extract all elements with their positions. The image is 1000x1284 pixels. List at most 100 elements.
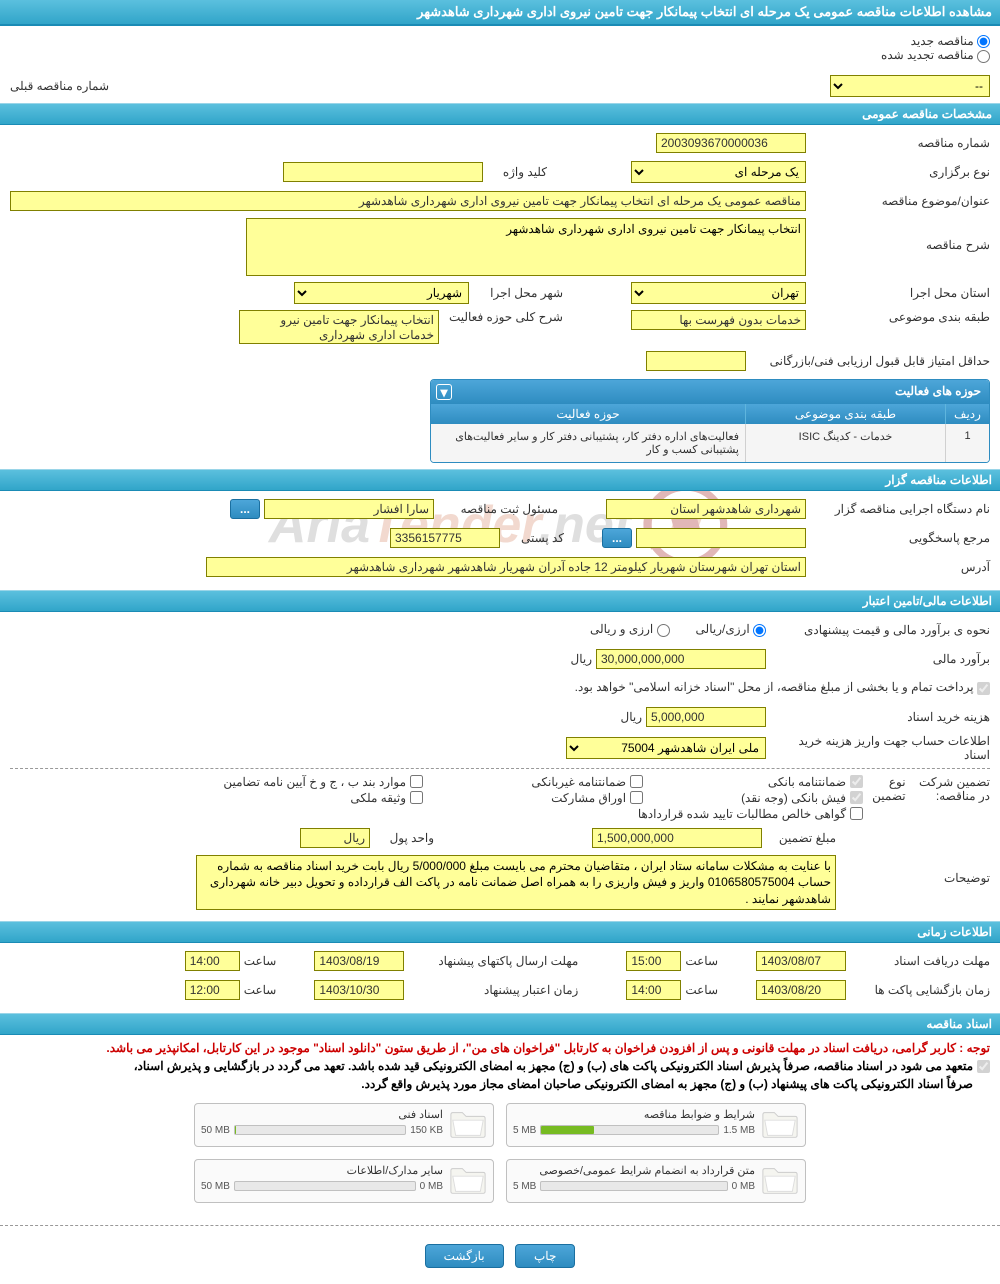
province-label: استان محل اجرا	[810, 286, 990, 300]
receive-time-label: ساعت	[685, 954, 718, 968]
exec-value: شهرداری شاهدشهر استان	[606, 499, 806, 519]
receive-label: مهلت دریافت اسناد	[850, 954, 990, 968]
notes-textarea	[196, 855, 836, 910]
doc-card[interactable]: متن قرارداد به انضمام شرایط عمومی/خصوصی …	[506, 1159, 806, 1203]
submit-date: 1403/08/19	[314, 951, 404, 971]
guarantee-label: تضمین شرکت در مناقصه:	[910, 775, 990, 803]
docs-notice-red: توجه : کاربر گرامی، دریافت اسناد در مهلت…	[10, 1041, 990, 1055]
back-button[interactable]: بازگشت	[425, 1244, 504, 1268]
account-label: اطلاعات حساب جهت واریز هزینه خرید اسناد	[770, 734, 990, 762]
validity-time: 12:00	[185, 980, 240, 1000]
check-bpjv[interactable]: موارد بند ب ، ج و خ آیین نامه تضامین	[193, 775, 423, 789]
check-bank-guarantee-label: ضمانتنامه بانکی	[768, 775, 846, 789]
doc-cap: 5 MB	[513, 1181, 536, 1192]
col-category: طبقه بندی موضوعی	[745, 404, 945, 424]
open-time-label: ساعت	[685, 983, 718, 997]
doc-fee-value: 5,000,000	[646, 707, 766, 727]
postal-label: کد پستی	[504, 531, 564, 545]
folder-icon	[761, 1108, 799, 1140]
activity-table-toggle[interactable]: ▾	[431, 380, 457, 404]
doc-card[interactable]: اسناد فنی 50 MB 150 KB	[194, 1103, 494, 1147]
reg-resp-lookup-button[interactable]: ...	[230, 499, 260, 519]
prev-tender-select[interactable]: --	[830, 75, 990, 97]
section-timing: اطلاعات زمانی	[0, 921, 1000, 943]
print-button[interactable]: چاپ	[515, 1244, 575, 1268]
guar-amount-value: 1,500,000,000	[592, 828, 762, 848]
cell-n: 1	[945, 424, 989, 462]
check-partnership[interactable]: اوراق مشارکت	[453, 791, 643, 805]
doc-cap: 50 MB	[201, 1125, 230, 1136]
validity-label: زمان اعتبار پیشنهاد	[408, 983, 578, 997]
radio-new-label: مناقصه جدید	[911, 34, 974, 48]
city-select[interactable]: شهریار	[294, 282, 469, 304]
radio-fx-label: ارزی/ریالی	[696, 622, 750, 636]
doc-fee-label: هزینه خرید اسناد	[770, 710, 990, 724]
tender-number-label: شماره مناقصه	[810, 136, 990, 150]
doc-title: سایر مدارک/اطلاعات	[201, 1164, 443, 1177]
docs-notice2: صرفاً اسناد الکترونیکی پاکت های پیشنهاد …	[361, 1077, 973, 1091]
section-publisher: اطلاعات مناقصه گزار	[0, 469, 1000, 491]
check-bank-receipt-label: فیش بانکی (وجه نقد)	[741, 791, 846, 805]
est-amount-value: 30,000,000,000	[596, 649, 766, 669]
check-bpjv-label: موارد بند ب ، ج و خ آیین نامه تضامین	[223, 775, 406, 789]
section-general: مشخصات مناقصه عمومی	[0, 103, 1000, 125]
doc-bar	[540, 1181, 727, 1191]
cell-scope: فعالیت‌های اداره دفتر کار، پشتیبانی دفتر…	[431, 424, 745, 462]
respond-lookup-button[interactable]: ...	[602, 528, 632, 548]
section-financial: اطلاعات مالی/تامین اعتبار	[0, 590, 1000, 612]
desc-textarea	[246, 218, 806, 276]
hold-type-select[interactable]: یک مرحله ای	[631, 161, 806, 183]
docs-commitment-check[interactable]: متعهد می شود در اسناد مناقصه، صرفاً پذیر…	[10, 1057, 990, 1093]
doc-card[interactable]: شرایط و ضوابط مناقصه 5 MB 1.5 MB	[506, 1103, 806, 1147]
page-title: مشاهده اطلاعات مناقصه عمومی یک مرحله ای …	[0, 0, 1000, 26]
city-label: شهر محل اجرا	[473, 286, 563, 300]
open-time: 14:00	[626, 980, 681, 1000]
respond-value	[636, 528, 806, 548]
subject-label: عنوان/موضوع مناقصه	[810, 194, 990, 208]
receive-time: 15:00	[626, 951, 681, 971]
radio-renew-label: مناقصه تجدید شده	[881, 48, 974, 62]
guarantee-type-checks: ضمانتنامه بانکی ضمانتنامه غیربانکی موارد…	[10, 775, 863, 821]
keyword-label: کلید واژه	[487, 165, 547, 179]
doc-card[interactable]: سایر مدارک/اطلاعات 50 MB 0 MB	[194, 1159, 494, 1203]
radio-rial[interactable]: ارزی و ریالی	[590, 622, 670, 636]
check-bank-receipt[interactable]: فیش بانکی (وجه نقد)	[673, 791, 863, 805]
validity-date: 1403/10/30	[314, 980, 404, 1000]
desc-label: شرح مناقصه	[810, 218, 990, 252]
folder-icon	[449, 1164, 487, 1196]
unit-label: واحد پول	[374, 831, 434, 845]
check-property-label: وثیقه ملکی	[350, 791, 406, 805]
activity-table: حوزه های فعالیت ▾ ردیف طبقه بندی موضوعی …	[430, 379, 990, 463]
scope-value: انتخاب پیمانکار جهت تامین نیرو خدمات ادا…	[239, 310, 439, 344]
check-property[interactable]: وثیقه ملکی	[193, 791, 423, 805]
check-net-claims[interactable]: گواهی خالص مطالبات تایید شده قراردادها	[633, 807, 863, 821]
radio-new-tender[interactable]: مناقصه جدید	[911, 34, 990, 48]
submit-label: مهلت ارسال پاکتهای پیشنهاد	[408, 954, 578, 968]
doc-cap: 50 MB	[201, 1181, 230, 1192]
treasury-check[interactable]: پرداخت تمام و یا بخشی از مبلغ مناقصه، از…	[575, 680, 990, 694]
doc-title: شرایط و ضوابط مناقصه	[513, 1108, 755, 1121]
est-amount-label: برآورد مالی	[770, 652, 990, 666]
postal-value: 3356157775	[390, 528, 500, 548]
doc-bar	[234, 1181, 416, 1191]
address-value: استان تهران شهرستان شهریار کیلومتر 12 جا…	[206, 557, 806, 577]
cell-category: خدمات - کدینگ ISIC	[745, 424, 945, 462]
guar-amount-label: مبلغ تضمین	[766, 831, 836, 845]
category-value: خدمات بدون فهرست بها	[631, 310, 806, 330]
province-select[interactable]: تهران	[631, 282, 806, 304]
check-bank-guarantee[interactable]: ضمانتنامه بانکی	[673, 775, 863, 789]
doc-title: اسناد فنی	[201, 1108, 443, 1121]
notes-label: توضیحات	[840, 855, 990, 885]
subject-value: مناقصه عمومی یک مرحله ای انتخاب پیمانکار…	[10, 191, 806, 211]
open-date: 1403/08/20	[756, 980, 846, 1000]
check-nonbank-guarantee[interactable]: ضمانتنامه غیربانکی	[453, 775, 643, 789]
radio-fx[interactable]: ارزی/ریالی	[696, 622, 766, 636]
reg-resp-value: سارا افشار	[264, 499, 434, 519]
folder-icon	[761, 1164, 799, 1196]
doc-fee-currency: ریال	[620, 710, 642, 724]
radio-renewed-tender[interactable]: مناقصه تجدید شده	[881, 48, 990, 62]
respond-label: مرجع پاسخگویی	[810, 531, 990, 545]
tender-number-value: 2003093670000036	[656, 133, 806, 153]
tender-mode-radios: مناقصه جدید مناقصه تجدید شده	[0, 26, 1000, 71]
account-select[interactable]: ملی ایران شاهدشهر 75004	[566, 737, 766, 759]
